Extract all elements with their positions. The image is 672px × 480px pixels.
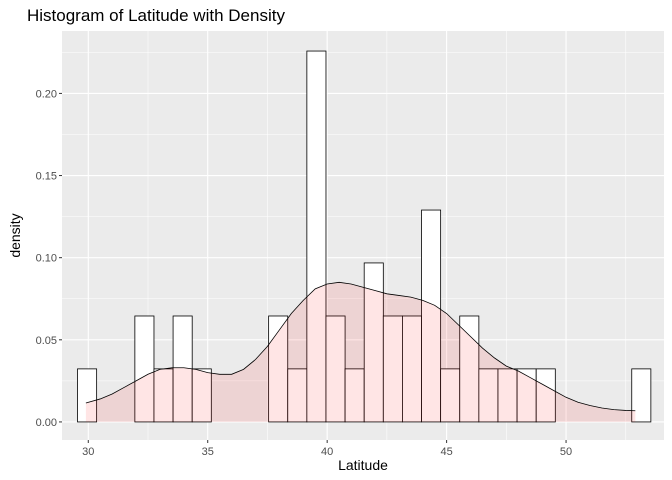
x-tick-label: 50 [560,446,572,458]
density-area [85,282,636,422]
histogram-bar [631,368,652,423]
y-tick-label: 0.00 [36,417,57,429]
x-tick-label: 40 [321,446,333,458]
x-tick-label: 30 [82,446,94,458]
histogram-bar [421,209,442,423]
histogram-bar [77,368,98,423]
x-tick-label: 45 [440,446,452,458]
x-tick-label: 35 [202,446,214,458]
histogram-bar [535,368,556,423]
x-axis: 30 35 40 45 50 [82,440,572,458]
y-tick-label: 0.05 [36,335,57,347]
density-line [85,281,636,412]
y-tick-label: 0.20 [36,88,57,100]
y-axis: 0.00 0.05 0.10 0.15 0.20 [36,88,62,429]
histogram-bar [191,368,212,423]
histogram-bar [306,50,327,423]
chart-title: Histogram of Latitude with Density [27,6,285,25]
y-axis-title: density [7,213,23,257]
y-tick-label: 0.15 [36,171,57,183]
y-tick-label: 0.10 [36,253,57,265]
histogram-bars [77,50,652,423]
x-axis-title: Latitude [338,457,388,473]
